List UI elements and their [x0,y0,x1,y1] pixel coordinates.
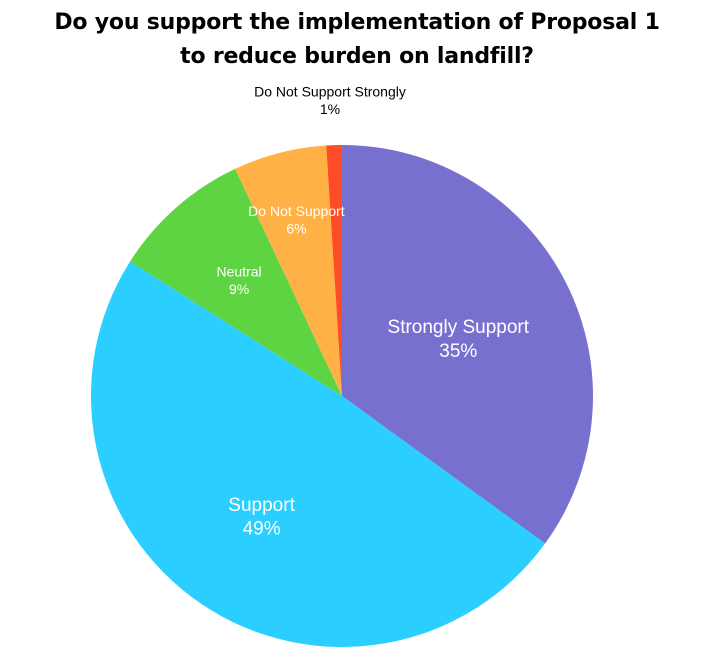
pie-slice-do-not-support-strongly [326,145,342,396]
chart-title-line-2: to reduce burden on landfill? [180,44,534,69]
slice-value-do-not-support: 6% [286,220,306,236]
pie-slice-do-not-support [235,145,342,396]
slice-label-support: Support [228,495,295,516]
slice-label-neutral: Neutral [217,264,262,280]
pie-slice-neutral [130,168,342,396]
chart-title: Do you support the implementation of Pro… [0,6,714,74]
pie-slice-support [90,261,546,648]
pie-slices [90,145,594,648]
chart-title-line-1: Do you support the implementation of Pro… [54,10,660,35]
slice-value-neutral: 9% [229,281,249,297]
slice-label-do-not-support-strongly: Do Not Support Strongly [254,83,406,99]
slice-value-strongly-support: 35% [439,341,477,362]
pie-slice-strongly-support [342,145,594,544]
slice-value-support: 49% [243,519,281,540]
slice-label-strongly-support: Strongly Support [388,317,530,338]
slice-label-do-not-support: Do Not Support [248,203,345,219]
slice-value-do-not-support-strongly: 1% [320,101,340,117]
